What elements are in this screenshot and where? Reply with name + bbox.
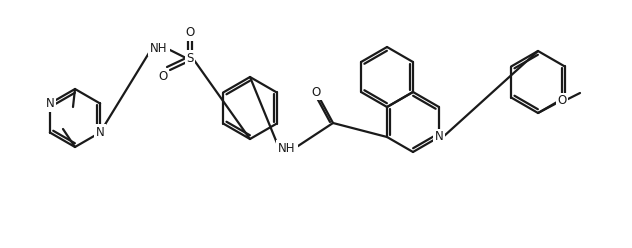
- Text: NH: NH: [150, 41, 167, 55]
- Text: NH: NH: [278, 142, 296, 155]
- Text: N: N: [435, 130, 444, 144]
- Text: O: O: [312, 86, 320, 98]
- Text: N: N: [95, 126, 104, 139]
- Text: S: S: [186, 52, 193, 64]
- Text: O: O: [557, 94, 567, 107]
- Text: N: N: [46, 97, 54, 110]
- Text: O: O: [159, 69, 167, 83]
- Text: O: O: [185, 27, 195, 39]
